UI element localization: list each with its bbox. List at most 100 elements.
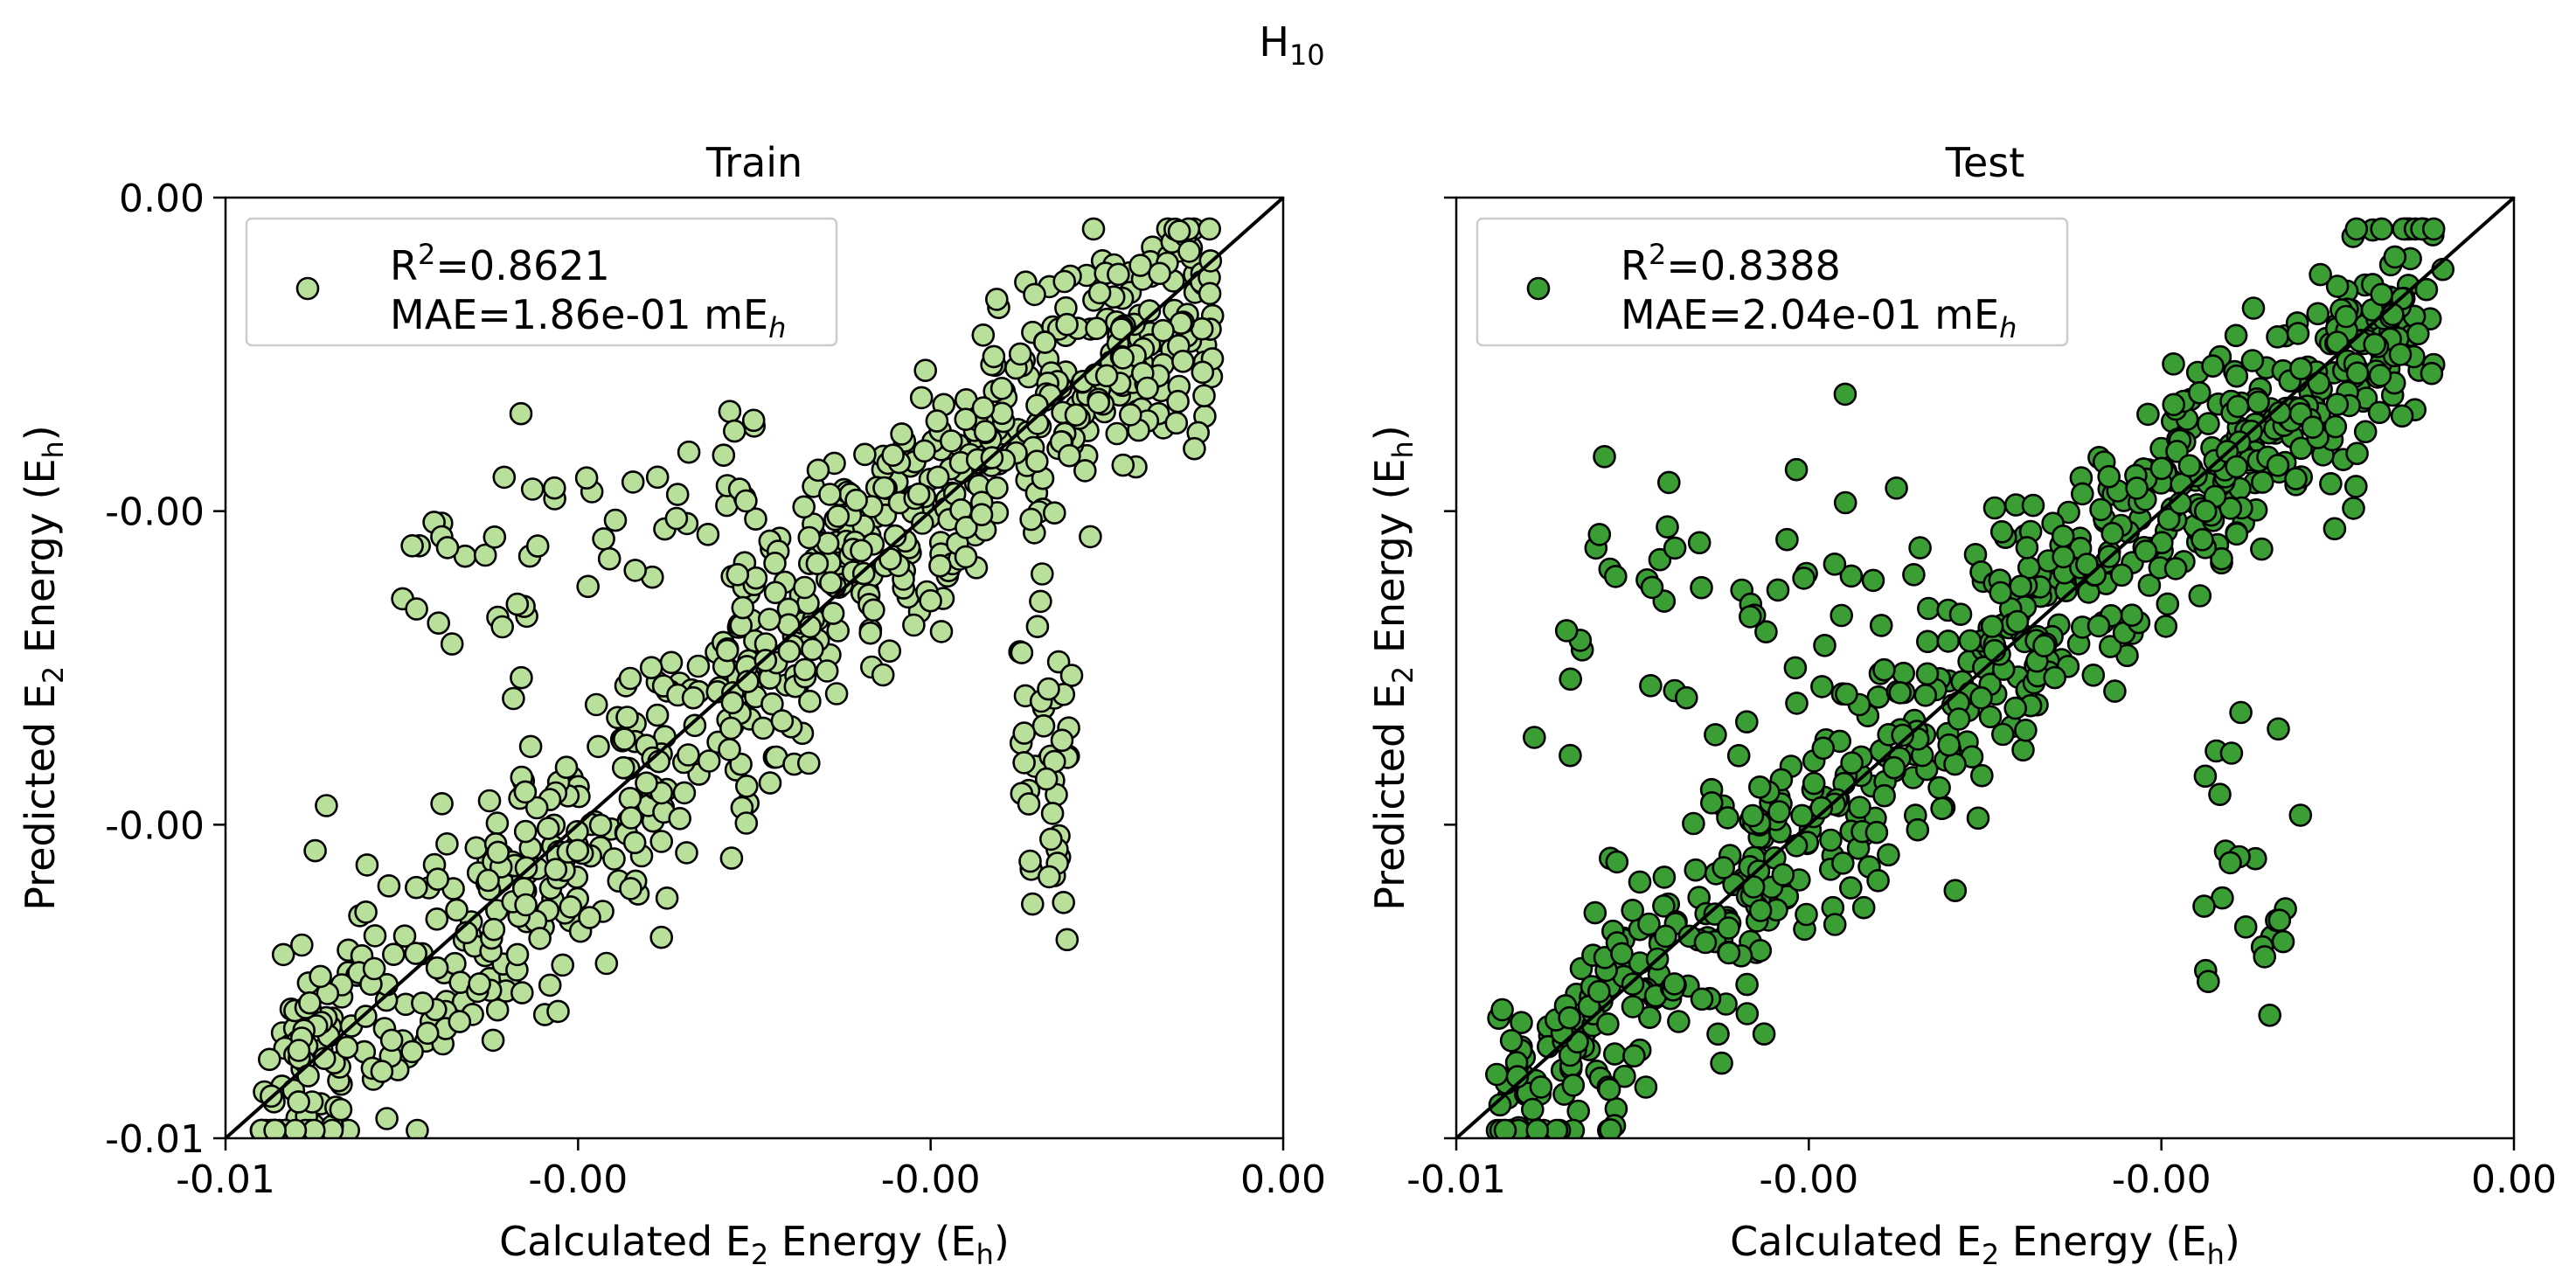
data-point bbox=[645, 703, 670, 727]
data-point bbox=[1872, 783, 1896, 808]
data-point bbox=[929, 620, 954, 643]
legend-marker bbox=[295, 276, 320, 301]
data-point bbox=[2192, 894, 2216, 918]
data-point bbox=[2267, 717, 2290, 741]
data-point bbox=[2267, 908, 2292, 932]
data-point bbox=[1840, 751, 1864, 775]
data-point bbox=[514, 893, 538, 917]
data-point bbox=[1605, 850, 1629, 874]
data-point bbox=[2188, 584, 2212, 608]
x-axis-label-sub: 2 bbox=[1982, 1238, 1999, 1271]
data-point bbox=[1675, 685, 1698, 710]
data-point bbox=[797, 525, 822, 550]
data-point bbox=[2120, 603, 2144, 628]
data-point bbox=[1966, 806, 1990, 831]
data-point bbox=[712, 443, 736, 468]
data-point bbox=[1717, 941, 1741, 965]
data-point bbox=[1019, 507, 1043, 532]
data-point bbox=[392, 924, 417, 948]
data-point bbox=[1587, 523, 1612, 546]
x-tick-label: -0.00 bbox=[1759, 1157, 1858, 1202]
data-point bbox=[513, 780, 538, 804]
data-point bbox=[639, 656, 663, 680]
data-point bbox=[1989, 519, 2014, 544]
data-point bbox=[621, 470, 645, 494]
data-point bbox=[741, 408, 766, 433]
data-point bbox=[400, 533, 424, 558]
data-point bbox=[1813, 633, 1837, 657]
data-point bbox=[1610, 942, 1634, 966]
data-point bbox=[793, 657, 817, 682]
data-point bbox=[1652, 865, 1677, 889]
data-point bbox=[415, 1021, 440, 1046]
data-point bbox=[1559, 743, 1582, 768]
data-point bbox=[1119, 403, 1142, 427]
data-point bbox=[1639, 673, 1663, 698]
data-point bbox=[490, 615, 515, 639]
data-point bbox=[906, 482, 931, 506]
data-point bbox=[2224, 323, 2248, 348]
data-point bbox=[1596, 1012, 1620, 1036]
data-point bbox=[592, 527, 615, 551]
data-point bbox=[731, 595, 755, 620]
data-point bbox=[263, 1118, 287, 1138]
data-point bbox=[1031, 713, 1056, 738]
data-point bbox=[1111, 346, 1135, 370]
data-point bbox=[2051, 524, 2075, 548]
data-point bbox=[890, 422, 913, 446]
data-point bbox=[1915, 662, 1940, 686]
data-point bbox=[635, 771, 658, 796]
data-point bbox=[271, 942, 295, 967]
data-point bbox=[2251, 470, 2274, 494]
data-point bbox=[1521, 1097, 1545, 1122]
data-point bbox=[850, 539, 873, 563]
data-point bbox=[375, 1107, 399, 1130]
axes-frame bbox=[224, 196, 1285, 1140]
data-point bbox=[902, 613, 926, 637]
data-point bbox=[1111, 453, 1135, 477]
data-point bbox=[1079, 525, 1102, 549]
data-point bbox=[1038, 865, 1061, 889]
data-point bbox=[2345, 441, 2369, 466]
data-point bbox=[2086, 614, 2111, 638]
data-point bbox=[1012, 721, 1036, 745]
data-point bbox=[2005, 609, 2030, 634]
data-point bbox=[505, 592, 530, 616]
data-point bbox=[2271, 929, 2295, 954]
data-point bbox=[1927, 775, 1951, 800]
y-axis-label-pre: Predicted E bbox=[1366, 684, 1413, 911]
data-point bbox=[2267, 400, 2292, 425]
data-point bbox=[2241, 296, 2266, 320]
data-point bbox=[482, 917, 506, 942]
data-point bbox=[2345, 361, 2370, 386]
data-point bbox=[1073, 459, 1097, 483]
data-point bbox=[1043, 501, 1066, 525]
data-point bbox=[1882, 755, 1906, 780]
data-point bbox=[881, 443, 905, 468]
data-point bbox=[2032, 634, 2056, 658]
legend-mae-text: MAE=1.86e-01 mEh bbox=[390, 291, 786, 344]
data-point bbox=[1712, 856, 1735, 879]
data-point bbox=[1628, 870, 1652, 894]
data-point bbox=[597, 546, 621, 571]
data-point bbox=[448, 1010, 472, 1033]
data-point bbox=[649, 830, 674, 853]
data-point bbox=[1792, 567, 1816, 590]
data-point bbox=[720, 691, 745, 715]
data-point bbox=[798, 689, 822, 713]
data-point bbox=[734, 489, 758, 513]
data-point bbox=[524, 796, 549, 820]
x-tick-label: -0.00 bbox=[881, 1157, 981, 1202]
data-point bbox=[719, 846, 744, 870]
data-point bbox=[377, 873, 401, 898]
x-tick-label: -0.01 bbox=[1406, 1157, 1506, 1202]
data-point bbox=[2334, 304, 2358, 329]
data-points bbox=[1485, 217, 2454, 1138]
x-axis-label-mid: Energy (E bbox=[768, 1218, 976, 1265]
data-point bbox=[1621, 899, 1644, 922]
data-point bbox=[2325, 275, 2350, 298]
x-tick-label: 0.00 bbox=[1240, 1157, 1326, 1202]
data-point bbox=[1638, 1005, 1662, 1029]
data-point bbox=[613, 727, 636, 751]
data-point bbox=[2154, 615, 2178, 638]
